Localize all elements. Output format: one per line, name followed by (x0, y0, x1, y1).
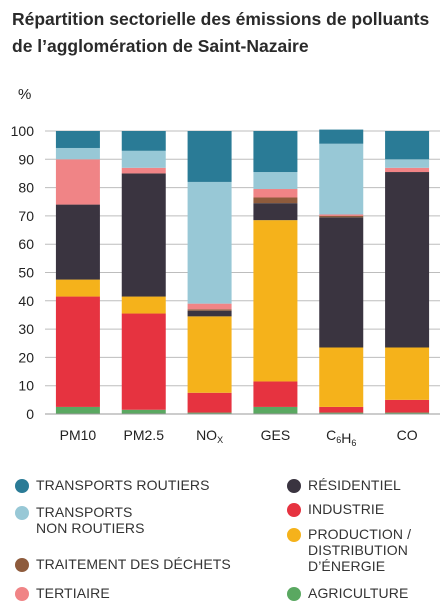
bar-segment (253, 203, 298, 221)
x-tick-label: NOX (196, 427, 223, 445)
bar-segment (319, 412, 364, 414)
bar-segment (385, 172, 430, 348)
x-tick-label: CO (397, 427, 418, 443)
bar-segment (319, 347, 364, 407)
bar-segment (385, 159, 430, 168)
bar-segment (385, 167, 430, 173)
bar-segment (253, 131, 298, 173)
bar-segment (187, 131, 232, 182)
bar-segment (253, 406, 298, 414)
bar-segment (253, 220, 298, 382)
bar-segment (385, 412, 430, 414)
bar-segment (121, 150, 166, 168)
x-tick-label: PM2.5 (124, 427, 165, 443)
bar-segment (55, 296, 100, 407)
bar-segment (253, 381, 298, 407)
bar-segment (319, 406, 364, 413)
bar-segment (187, 316, 232, 393)
y-tick-label: 70 (18, 208, 34, 224)
bar-segment (55, 406, 100, 414)
bar-segment (187, 392, 232, 413)
x-tick-label: C6H6 (326, 427, 356, 448)
y-tick-label: 40 (18, 293, 34, 309)
chart-title: Répartition sectorielle des émissions de… (12, 9, 430, 56)
bar-segment (55, 204, 100, 280)
bar-segment (187, 303, 232, 310)
bar-segment (121, 173, 166, 297)
bar-segment (385, 399, 430, 413)
bar-segment (55, 147, 100, 160)
bar-segment (121, 313, 166, 410)
y-tick-label: 10 (18, 378, 34, 394)
y-tick-label: 100 (11, 123, 35, 139)
x-tick-label: PM10 (60, 427, 97, 443)
y-tick-label: 30 (18, 321, 34, 337)
bar-segment (385, 131, 430, 160)
y-tick-label: 50 (18, 265, 34, 281)
bar-segment (319, 217, 364, 348)
y-tick-label: 0 (26, 406, 34, 422)
bar-segment (55, 131, 100, 148)
bar-segment (121, 167, 166, 174)
bar-segment (187, 412, 232, 414)
y-tick-label: 90 (18, 151, 34, 167)
bar-segment (121, 131, 166, 151)
bar-segment (253, 197, 298, 204)
bar-segment (55, 159, 100, 205)
bar-segment (319, 214, 364, 216)
bar-segment (187, 309, 232, 311)
x-tick-label: GES (261, 427, 291, 443)
bar-segment (319, 215, 364, 218)
y-tick-label: 60 (18, 236, 34, 252)
bar-segment (187, 310, 232, 317)
bar-segment (319, 143, 364, 215)
bar-segment (121, 296, 166, 314)
bar-segment (55, 279, 100, 297)
bar-segment (187, 181, 232, 304)
bar-segment (121, 409, 166, 414)
bar-segment (253, 189, 298, 198)
y-axis-unit-label: % (18, 86, 32, 103)
y-tick-label: 20 (18, 349, 34, 365)
y-tick-label: 80 (18, 180, 34, 196)
bar-segment (253, 172, 298, 190)
bar-segment (319, 129, 364, 144)
bar-segment (385, 347, 430, 400)
